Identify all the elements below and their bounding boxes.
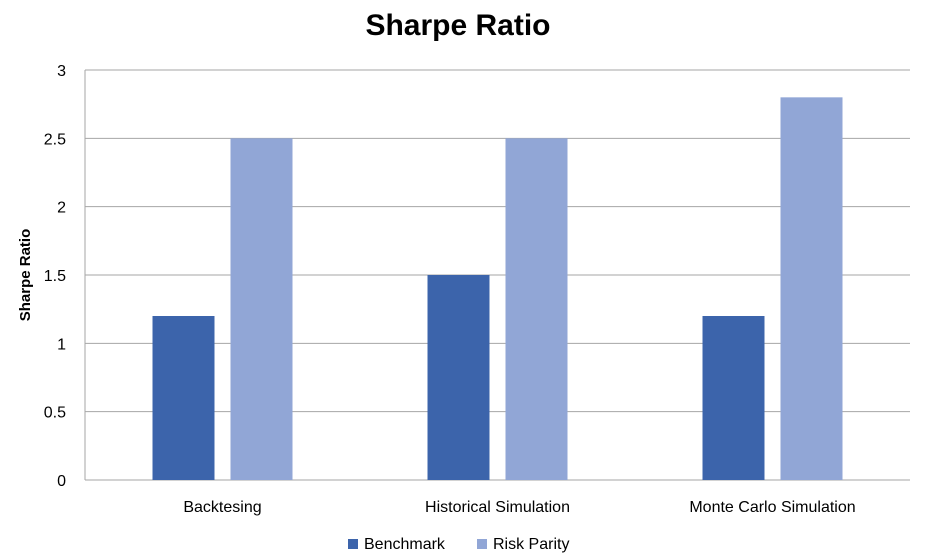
y-tick-label: 1 bbox=[57, 336, 66, 353]
y-tick-label: 2.5 bbox=[44, 131, 66, 148]
bar-benchmark bbox=[427, 275, 490, 480]
gridlines bbox=[84, 69, 910, 481]
legend-label: Benchmark bbox=[364, 536, 446, 553]
y-tick-label: 3 bbox=[57, 63, 66, 80]
x-tick-label: Monte Carlo Simulation bbox=[689, 499, 855, 516]
legend-label: Risk Parity bbox=[493, 536, 569, 553]
y-tick-label: 2 bbox=[57, 200, 66, 217]
y-tick-label: 1.5 bbox=[44, 268, 66, 285]
legend-swatch bbox=[477, 539, 487, 549]
bar-benchmark bbox=[152, 316, 215, 480]
chart-title: Sharpe Ratio bbox=[365, 9, 550, 42]
legend: Benchmark Risk Parity bbox=[348, 536, 569, 553]
bar-benchmark bbox=[702, 316, 765, 480]
x-tick-label: Backtesing bbox=[183, 499, 261, 516]
bar-risk-parity bbox=[505, 138, 568, 481]
x-tick-label: Historical Simulation bbox=[425, 499, 570, 516]
y-axis-label: Sharpe Ratio bbox=[17, 229, 34, 322]
y-tick-label: 0 bbox=[57, 473, 66, 490]
y-axis-ticks: 0 0.5 1 1.5 2 2.5 3 bbox=[44, 63, 66, 490]
y-tick-label: 0.5 bbox=[44, 405, 66, 422]
bar-risk-parity bbox=[230, 138, 293, 481]
bars bbox=[152, 97, 843, 481]
x-axis-ticks: Backtesing Historical Simulation Monte Car… bbox=[183, 499, 855, 516]
legend-swatch bbox=[348, 539, 358, 549]
bar-risk-parity bbox=[780, 97, 843, 480]
